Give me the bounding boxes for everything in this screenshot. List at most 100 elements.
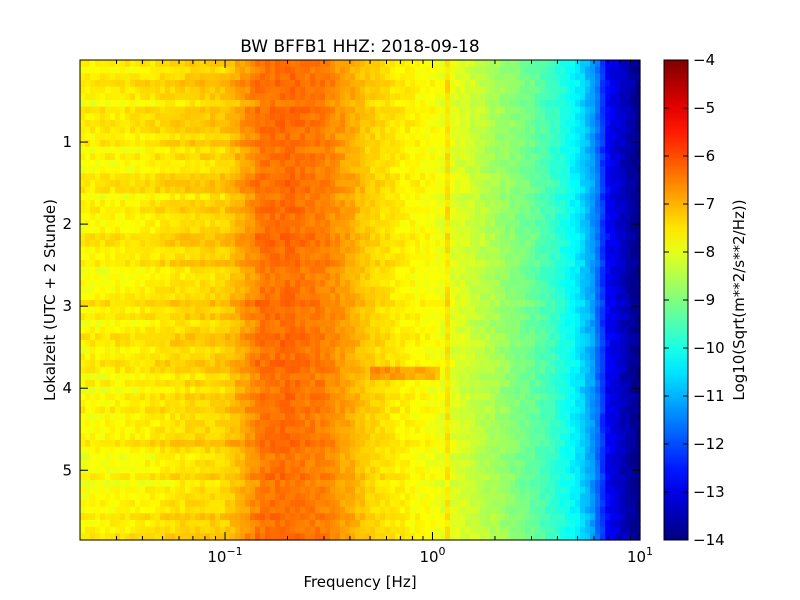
heatmap-cell — [200, 346, 206, 354]
heatmap-cell — [340, 253, 346, 261]
heatmap-cell — [515, 220, 521, 228]
heatmap-cell — [310, 300, 316, 308]
heatmap-cell — [505, 153, 511, 161]
heatmap-cell — [515, 300, 521, 308]
heatmap-cell — [315, 80, 321, 88]
heatmap-cell — [530, 266, 536, 274]
heatmap-cell — [95, 213, 101, 221]
heatmap-cell — [190, 286, 196, 294]
heatmap-cell — [200, 226, 206, 234]
heatmap-cell — [435, 80, 441, 88]
heatmap-cell — [455, 66, 461, 74]
heatmap-cell — [475, 293, 481, 301]
heatmap-cell — [585, 233, 591, 241]
heatmap-cell — [365, 173, 371, 181]
heatmap-cell — [210, 220, 216, 228]
heatmap-cell — [180, 200, 186, 208]
heatmap-cell — [630, 300, 636, 308]
heatmap-cell — [575, 86, 581, 94]
heatmap-cell — [530, 160, 536, 168]
heatmap-cell — [110, 160, 116, 168]
heatmap-cell — [600, 240, 606, 248]
heatmap-cell — [255, 346, 261, 354]
heatmap-cell — [175, 253, 181, 261]
heatmap-cell — [415, 320, 421, 328]
heatmap-cell — [185, 146, 191, 154]
heatmap-cell — [595, 300, 601, 308]
heatmap-cell — [320, 86, 326, 94]
heatmap-cell — [250, 313, 256, 321]
heatmap-cell — [120, 66, 126, 74]
heatmap-cell — [435, 106, 441, 114]
heatmap-cell — [320, 266, 326, 274]
heatmap-cell — [290, 346, 296, 354]
heatmap-cell — [470, 140, 476, 148]
heatmap-cell — [400, 160, 406, 168]
heatmap-cell — [385, 326, 391, 334]
heatmap-cell — [115, 340, 121, 348]
heatmap-cell — [530, 73, 536, 81]
heatmap-cell — [105, 140, 111, 148]
heatmap-cell — [465, 346, 471, 354]
heatmap-cell — [480, 293, 486, 301]
heatmap-cell — [510, 260, 516, 268]
heatmap-cell — [290, 326, 296, 334]
heatmap-cell — [295, 293, 301, 301]
heatmap-cell — [580, 273, 586, 281]
heatmap-cell — [340, 220, 346, 228]
heatmap-cell — [340, 260, 346, 268]
heatmap-cell — [265, 180, 271, 188]
heatmap-cell — [230, 333, 236, 341]
heatmap-cell — [320, 93, 326, 101]
heatmap-cell — [245, 266, 251, 274]
heatmap-cell — [380, 233, 386, 241]
heatmap-cell — [515, 120, 521, 128]
heatmap-cell — [155, 173, 161, 181]
heatmap-cell — [330, 186, 336, 194]
heatmap-cell — [490, 133, 496, 141]
heatmap-cell — [570, 166, 576, 174]
heatmap-cell — [210, 113, 216, 121]
heatmap-cell — [235, 93, 241, 101]
heatmap-cell — [105, 246, 111, 254]
heatmap-cell — [355, 113, 361, 121]
heatmap-cell — [430, 333, 436, 341]
heatmap-cell — [625, 286, 631, 294]
heatmap-cell — [105, 73, 111, 81]
heatmap-cell — [615, 106, 621, 114]
heatmap-cell — [300, 180, 306, 188]
heatmap-cell — [160, 113, 166, 121]
heatmap-cell — [505, 333, 511, 341]
heatmap-cell — [95, 146, 101, 154]
heatmap-cell — [295, 280, 301, 288]
heatmap-cell — [425, 193, 431, 201]
heatmap-cell — [580, 280, 586, 288]
heatmap-cell — [235, 166, 241, 174]
heatmap-cell — [530, 180, 536, 188]
heatmap-cell — [455, 80, 461, 88]
heatmap-cell — [255, 86, 261, 94]
heatmap-cell — [485, 226, 491, 234]
heatmap-cell — [300, 126, 306, 134]
heatmap-cell — [355, 73, 361, 81]
heatmap-cell — [455, 313, 461, 321]
heatmap-cell — [80, 320, 86, 328]
heatmap-cell — [450, 193, 456, 201]
heatmap-cell — [80, 353, 86, 361]
heatmap-cell — [190, 266, 196, 274]
heatmap-cell — [620, 240, 626, 248]
heatmap-cell — [350, 320, 356, 328]
heatmap-cell — [565, 126, 571, 134]
heatmap-cell — [610, 320, 616, 328]
heatmap-cell — [370, 173, 376, 181]
heatmap-cell — [320, 146, 326, 154]
heatmap-cell — [340, 146, 346, 154]
heatmap-cell — [615, 153, 621, 161]
heatmap-cell — [140, 120, 146, 128]
heatmap-cell — [460, 266, 466, 274]
heatmap-cell — [535, 166, 541, 174]
heatmap-cell — [230, 193, 236, 201]
heatmap-cell — [395, 160, 401, 168]
heatmap-cell — [600, 326, 606, 334]
heatmap-cell — [620, 213, 626, 221]
